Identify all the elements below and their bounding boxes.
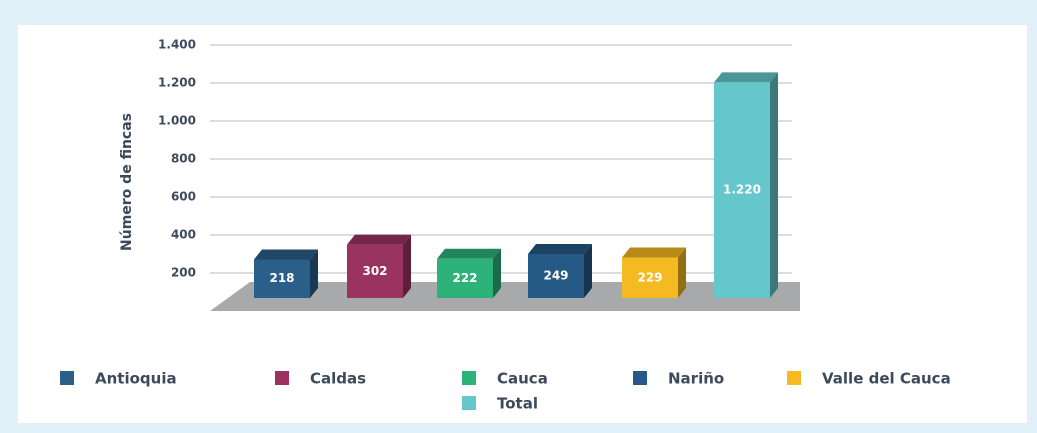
bar-top: [347, 234, 411, 245]
bar-side: [770, 72, 778, 299]
legend-swatch: [462, 371, 476, 385]
y-tick-label: 400: [171, 228, 196, 242]
legend-swatch: [275, 371, 289, 385]
bar-top: [714, 72, 778, 83]
legend-swatch: [787, 371, 801, 385]
legend-label: Nariño: [668, 370, 724, 388]
value-label: 218: [269, 271, 294, 285]
y-tick-label: 200: [171, 266, 196, 280]
bar: [622, 257, 678, 298]
value-label: 249: [543, 269, 568, 283]
legend-swatch: [60, 371, 74, 385]
bar: [714, 82, 770, 299]
bar: [254, 259, 310, 298]
panel: [18, 25, 1027, 423]
bar: [437, 258, 493, 298]
legend-label: Caldas: [310, 370, 366, 388]
value-label: 229: [637, 270, 662, 284]
y-tick-label: 600: [171, 190, 196, 204]
bar-side: [403, 234, 411, 298]
y-tick-label: 1.400: [158, 38, 196, 52]
value-label: 222: [452, 271, 477, 285]
legend-label: Valle del Cauca: [822, 370, 951, 388]
value-label: 302: [362, 264, 387, 278]
y-axis-title: Número de fincas: [119, 113, 135, 251]
bar-side: [678, 247, 686, 298]
bar-top: [437, 248, 501, 259]
legend-swatch: [633, 371, 647, 385]
bar-side: [584, 244, 592, 298]
legend-label: Cauca: [497, 370, 548, 388]
bar-side: [493, 248, 501, 298]
bar-top: [528, 244, 592, 255]
legend-label: Total: [497, 395, 538, 413]
legend-swatch: [462, 396, 476, 410]
bar: [347, 244, 403, 298]
y-tick-label: 1.000: [158, 114, 196, 128]
y-tick-label: 1.200: [158, 76, 196, 90]
value-label: 1.220: [723, 183, 761, 197]
y-tick-label: 800: [171, 152, 196, 166]
bar-top: [254, 249, 318, 260]
bar-side: [310, 249, 318, 298]
bar-top: [622, 247, 686, 258]
legend-label: Antioquia: [95, 370, 177, 388]
bar: [528, 254, 584, 298]
